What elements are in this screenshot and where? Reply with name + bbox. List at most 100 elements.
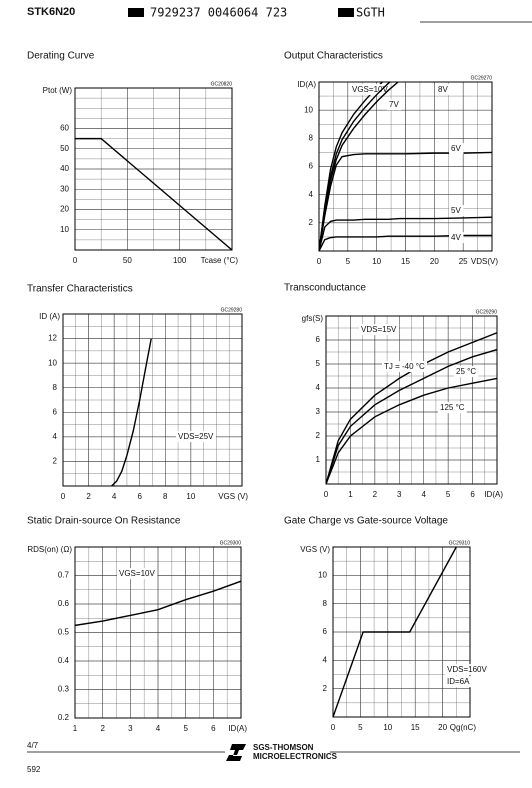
y-tick-label: 6 <box>309 162 314 171</box>
y-tick-label: 0.4 <box>58 656 70 665</box>
x-tick-label: 4 <box>112 492 117 501</box>
x-tick-label: 0 <box>317 257 322 266</box>
y-tick-label: 40 <box>60 164 69 173</box>
x-tick-label: 100 <box>173 256 187 265</box>
x-axis-label: VDS(V) <box>471 257 498 266</box>
y-tick-label: 30 <box>60 184 69 193</box>
y-tick-label: 0.2 <box>58 713 70 722</box>
x-axis-label: ID(A) <box>484 490 503 499</box>
y-axis-label: VGS (V) <box>300 545 330 554</box>
y-tick-label: 0.6 <box>58 599 70 608</box>
y-axis-label: gfs(S) <box>302 314 324 323</box>
x-axis-label: ID(A) <box>228 724 247 733</box>
label-bg <box>449 232 464 244</box>
page-index: 4/7 <box>27 741 39 750</box>
annotation: VDS=160V <box>447 665 487 674</box>
y-tick-label: 10 <box>304 105 313 114</box>
y-tick-label: 4 <box>53 432 58 441</box>
x-tick-label: 10 <box>383 723 392 732</box>
series-label: 125 °C <box>440 403 465 412</box>
x-tick-label: 3 <box>128 724 133 733</box>
series-label: TJ = -40 °C <box>384 362 425 371</box>
y-axis-label: ID (A) <box>39 312 60 321</box>
curve <box>326 348 497 484</box>
chart-title: Transconductance <box>284 283 366 294</box>
x-axis-label: Tcase (°C) <box>201 256 239 265</box>
brand: SGS-THOMSON <box>253 743 314 752</box>
x-tick-label: 5 <box>358 723 363 732</box>
x-axis-label: VGS (V) <box>218 492 248 501</box>
plot-frame <box>318 81 493 252</box>
x-tick-label: 5 <box>446 490 451 499</box>
logo <box>226 744 246 761</box>
x-tick-label: 6 <box>137 492 142 501</box>
barcode: 7929237 0046064 723 <box>150 6 287 20</box>
x-tick-label: 5 <box>183 724 188 733</box>
y-tick-label: 2 <box>323 684 328 693</box>
chart-title: Output Characteristics <box>284 51 383 62</box>
x-tick-label: 6 <box>211 724 216 733</box>
y-tick-label: 60 <box>60 124 69 133</box>
curve <box>326 377 497 484</box>
x-axis-label: Qg(nC) <box>450 723 477 732</box>
chart-code: GC29290 <box>476 309 498 315</box>
page-number: 592 <box>27 765 41 774</box>
series-label: 4V <box>451 233 461 242</box>
y-tick-label: 6 <box>323 627 328 636</box>
series-label: 8V <box>438 85 448 94</box>
y-tick-label: 20 <box>60 205 69 214</box>
y-tick-label: 10 <box>318 570 327 579</box>
label-bg <box>454 366 479 378</box>
y-axis-label: RDS(on) (Ω) <box>27 545 72 554</box>
curve <box>75 580 241 627</box>
x-tick-label: 1 <box>73 724 78 733</box>
curve <box>319 151 492 251</box>
y-tick-label: 6 <box>53 407 58 416</box>
y-tick-label: 8 <box>309 133 314 142</box>
x-tick-label: 50 <box>123 256 132 265</box>
curve <box>75 137 232 250</box>
annotation: VDS=25V <box>178 432 214 441</box>
chart-title: Transfer Characteristics <box>27 284 133 295</box>
x-tick-label: 10 <box>372 257 381 266</box>
y-tick-label: 10 <box>60 225 69 234</box>
plot-frame <box>325 315 498 485</box>
barcode-block <box>128 8 144 17</box>
x-tick-label: 25 <box>459 257 468 266</box>
x-tick-label: 20 <box>438 723 447 732</box>
x-tick-label: 15 <box>401 257 410 266</box>
label-bg <box>438 402 467 414</box>
label-bg <box>449 143 464 155</box>
y-tick-label: 6 <box>316 335 321 344</box>
x-tick-label: 10 <box>186 492 195 501</box>
label-bg <box>350 84 391 96</box>
plot-frame <box>62 313 243 487</box>
curve <box>319 234 492 251</box>
y-tick-label: 4 <box>316 383 321 392</box>
y-axis-label: ID(A) <box>297 80 316 89</box>
x-tick-label: 20 <box>430 257 439 266</box>
curve <box>326 332 497 484</box>
label-bg <box>445 664 490 676</box>
series-label: 6V <box>451 144 461 153</box>
y-tick-label: 1 <box>316 455 321 464</box>
plot-frame <box>74 87 233 251</box>
x-tick-label: 6 <box>470 490 475 499</box>
y-tick-label: 0.5 <box>58 628 70 637</box>
chart-title: Static Drain-source On Resistance <box>27 516 181 527</box>
label-bg <box>176 431 217 443</box>
y-tick-label: 0.7 <box>58 571 70 580</box>
y-tick-label: 50 <box>60 144 69 153</box>
barcode-block <box>338 8 354 17</box>
label-bg <box>449 205 464 217</box>
barcode-code: SGTH <box>356 6 385 20</box>
y-tick-label: 10 <box>48 358 57 367</box>
y-tick-label: 3 <box>316 407 321 416</box>
x-tick-label: 1 <box>348 490 353 499</box>
y-tick-label: 2 <box>53 457 58 466</box>
x-tick-label: 0 <box>331 723 336 732</box>
y-axis-label: Ptot (W) <box>43 86 73 95</box>
x-tick-label: 0 <box>324 490 329 499</box>
curve <box>319 82 384 251</box>
y-tick-label: 2 <box>316 431 321 440</box>
